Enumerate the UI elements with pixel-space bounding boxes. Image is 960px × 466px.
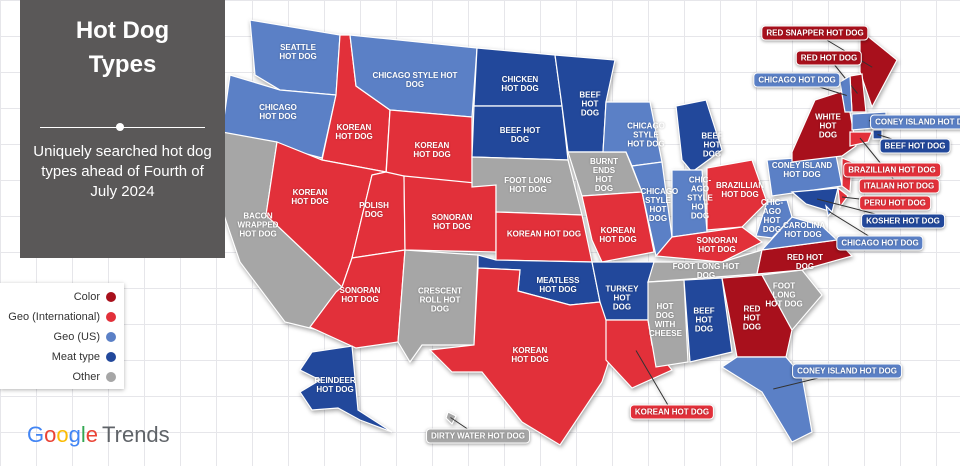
state-label: CHICAGO STYLE HOT DOG (627, 121, 665, 149)
legend-label: Geo (US) (53, 331, 100, 343)
legend-item: Color (74, 291, 116, 303)
legend-swatch (106, 372, 116, 382)
legend-label: Geo (International) (8, 311, 100, 323)
state (755, 199, 793, 239)
state (581, 191, 655, 263)
state (706, 159, 768, 231)
callout-label: KOSHER HOT DOG (861, 213, 945, 229)
legend-label: Color (73, 291, 100, 303)
state-label: FOOT LONG HOT DOG (765, 281, 803, 309)
state (647, 279, 689, 368)
subtitle: Uniquely searched hot dog types ahead of… (33, 143, 212, 200)
state-label: CHIC-AGO STYLE HOT DOG (687, 175, 713, 221)
state (654, 226, 764, 263)
state-label: BACON WRAPPED HOT DOG (237, 211, 279, 239)
state-label: KOREAN HOT DOG (506, 229, 582, 239)
divider-dot (116, 123, 124, 131)
state-label: MEATLESS HOT DOG (536, 276, 580, 294)
state-label: SONORAN HOT DOG (696, 236, 738, 254)
legend-swatch (106, 292, 116, 302)
state-label: CHICAGO STYLE HOT DOG (372, 71, 458, 89)
state (299, 345, 393, 433)
state-label: SONORAN HOT DOG (339, 286, 381, 304)
callout-label: CHICAGO HOT DOG (753, 72, 841, 88)
callout-label: CONEY ISLAND HOT DOG (870, 114, 960, 130)
title-panel: Hot Dog Types Uniquely searched hot dog … (20, 0, 225, 258)
state (675, 99, 723, 173)
state-label: KOREAN HOT DOG (511, 346, 549, 364)
state (839, 74, 853, 113)
legend: Color Geo (International) Geo (US) Meat typ… (0, 283, 124, 389)
legend-swatch (106, 352, 116, 362)
legend-swatch (106, 312, 116, 322)
legend-swatch (106, 332, 116, 342)
legend-item: Meat type (52, 351, 116, 363)
state-label: CHICKEN HOT DOG (501, 75, 539, 93)
state-label: FOOT LONG HOT DOG (504, 176, 552, 194)
state-label: SONORAN HOT DOG (431, 213, 473, 231)
state-label: KOREAN HOT DOG (291, 188, 329, 206)
state-label: CAROLINA HOT DOG (783, 221, 826, 239)
state-label: REINDEER HOT DOG (314, 376, 356, 394)
state-label: SEATTLE HOT DOG (279, 43, 317, 61)
state (790, 187, 839, 213)
callout-label: RED SNAPPER HOT DOG (761, 25, 869, 41)
state (720, 356, 813, 443)
callout-label: ITALIAN HOT DOG (858, 178, 940, 194)
legend-label: Meat type (51, 351, 100, 363)
state-label: FOOT LONG HOT DOG (672, 262, 740, 280)
state-label: RED HOT DOG (787, 253, 823, 271)
legend-label: Other (72, 371, 100, 383)
state-label: BRAZILLIAN HOT DOG (716, 181, 764, 199)
state-label: POLISH DOG (359, 201, 389, 219)
state-label: CRESCENT ROLL HOT DOG (417, 286, 462, 314)
state-label: KOREAN HOT DOG (413, 141, 451, 159)
callout-label: BEEF HOT DOG (879, 138, 951, 154)
callout-label: CHICAGO HOT DOG (836, 235, 924, 251)
state-label: KOREAN HOT DOG (335, 123, 373, 141)
title: Hot Dog Types (75, 17, 170, 78)
state-label: CHICAGO HOT DOG (259, 103, 297, 121)
state (683, 277, 733, 363)
brand-google: Google (27, 422, 99, 447)
callout-label: DIRTY WATER HOT DOG (426, 428, 530, 444)
state-label: BEEF HOT DOG (701, 131, 723, 159)
callout-label: KOREAN HOT DOG (629, 404, 715, 420)
callout-label: RED HOT DOG (795, 50, 863, 66)
state-label: CHIC-AGO HOT DOG (760, 198, 784, 234)
callout-label: CONEY ISLAND HOT DOG (792, 363, 902, 379)
state-label: BEEF HOT DOG (499, 126, 541, 144)
state-label: BEEF HOT DOG (579, 90, 601, 118)
leader-line (859, 137, 900, 187)
state-label: WHITE HOT DOG (815, 112, 841, 140)
state-label: BURNT ENDS HOT DOG (590, 157, 618, 193)
callout-label: BRAZILLIAN HOT DOG (843, 162, 941, 178)
legend-item: Other (72, 371, 116, 383)
state-label: BEEF HOT DOG (693, 306, 715, 334)
state-label: KOREAN HOT DOG (599, 226, 637, 244)
state-label: CONEY ISLAND HOT DOG (771, 161, 833, 179)
brand-trends: Trends (102, 422, 170, 447)
legend-item: Geo (US) (54, 331, 116, 343)
brand: Google Trends (27, 422, 170, 448)
state (721, 274, 793, 358)
state-label: TURKEY HOT DOG (605, 284, 639, 312)
leader-line (635, 350, 673, 413)
state (791, 89, 857, 163)
callout-label: PERU HOT DOG (859, 195, 931, 211)
state-label: CHICAGO STYLE HOT DOG (640, 187, 679, 223)
state-label: RED HOT DOG (742, 304, 762, 332)
state-label: HOT DOG WITH CHEESE (649, 302, 682, 338)
legend-item: Geo (International) (8, 311, 116, 323)
state (859, 28, 898, 109)
state (428, 267, 617, 446)
